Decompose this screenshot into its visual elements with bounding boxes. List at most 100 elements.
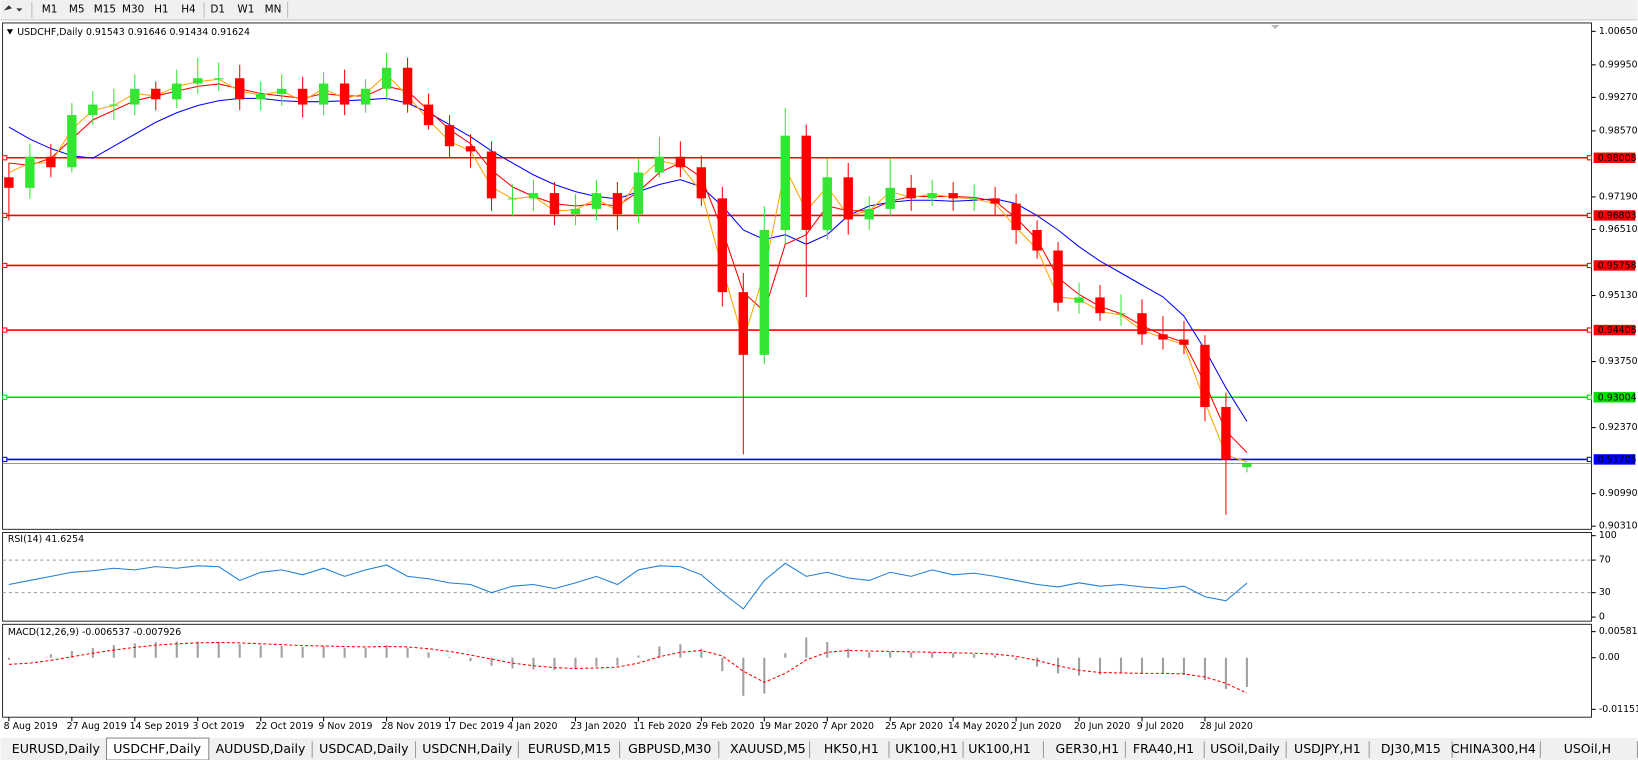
- tab[interactable]: XAUUSD,M5: [730, 741, 806, 756]
- candle-body: [88, 104, 98, 116]
- tab[interactable]: EURUSD,Daily: [12, 741, 101, 756]
- candle-body: [843, 177, 853, 220]
- x-tick-label: 9 Jul 2020: [1137, 721, 1184, 732]
- timeframe-button[interactable]: M15: [94, 3, 116, 15]
- macd-bar: [175, 641, 178, 658]
- candle-body: [675, 156, 686, 168]
- tab[interactable]: DJ30,M15: [1381, 741, 1441, 756]
- level-label: 0.96803: [1598, 210, 1637, 221]
- macd-panel: [2, 623, 1592, 718]
- tab[interactable]: USDCHF,Daily: [113, 741, 201, 756]
- level-handle[interactable]: [2, 262, 8, 269]
- candle-body: [1095, 297, 1105, 314]
- macd-bar: [826, 641, 829, 658]
- level-handle[interactable]: [2, 394, 8, 400]
- timeframe-button[interactable]: H1: [154, 3, 168, 15]
- x-tick-label: 14 Sep 2019: [130, 721, 189, 732]
- tab[interactable]: USDCNH,Daily: [422, 741, 512, 756]
- rsi-panel: [2, 532, 1592, 622]
- macd-bar: [1203, 657, 1206, 681]
- macd-bar: [973, 654, 976, 658]
- level-handle[interactable]: [2, 212, 8, 219]
- tab[interactable]: GER30,H1: [1055, 741, 1119, 756]
- macd-bar: [7, 657, 10, 660]
- candle-body: [381, 67, 392, 89]
- tab[interactable]: AUDUSD,Daily: [216, 741, 306, 756]
- timeframe-button[interactable]: M30: [122, 3, 144, 15]
- collapse-arrow[interactable]: [6, 29, 14, 35]
- y-tick-label: -0.011514: [1599, 704, 1638, 715]
- candle-body: [885, 187, 895, 209]
- candle-body: [360, 88, 371, 105]
- macd-bar: [385, 645, 388, 658]
- candle-body: [25, 156, 35, 188]
- toolbar-icon[interactable]: [3, 5, 23, 12]
- level-handle[interactable]: [1586, 212, 1593, 219]
- macd-bar: [1036, 657, 1039, 667]
- tab[interactable]: UK100,H1: [895, 741, 958, 756]
- tab[interactable]: CHINA300,H4: [1451, 741, 1536, 756]
- level-handle[interactable]: [1586, 155, 1593, 161]
- candle-body: [297, 88, 308, 105]
- macd-bar: [805, 637, 808, 658]
- y-tick-label: 0.97190: [1599, 191, 1638, 202]
- x-tick-label: 4 Jan 2020: [507, 721, 557, 732]
- y-tick-label: 0.90990: [1599, 488, 1638, 499]
- macd-bar: [889, 651, 892, 658]
- candle-body: [1221, 407, 1231, 460]
- timeframe-button[interactable]: M1: [42, 3, 58, 15]
- candle-body: [948, 193, 958, 199]
- level-handle[interactable]: [1586, 262, 1593, 269]
- x-tick-label: 25 Apr 2020: [885, 721, 943, 732]
- level-handle[interactable]: [1586, 456, 1593, 463]
- tab[interactable]: GBPUSD,M30: [628, 741, 711, 756]
- macd-bar: [1161, 657, 1165, 674]
- tab[interactable]: USOil,H: [1564, 741, 1611, 756]
- x-tick-label: 11 Feb 2020: [633, 721, 691, 732]
- tab[interactable]: USDCAD,Daily: [319, 741, 409, 756]
- x-tick-label: 27 Aug 2019: [67, 721, 127, 732]
- candle-body: [969, 198, 979, 200]
- y-tick-label: 0.005818: [1599, 626, 1638, 637]
- timeframe-button[interactable]: MN: [265, 3, 282, 15]
- x-tick-label: 3 Oct 2019: [193, 721, 245, 732]
- tab[interactable]: FRA40,H1: [1133, 741, 1194, 756]
- level-handle[interactable]: [1586, 394, 1593, 400]
- chart-title: USDCHF,Daily 0.91543 0.91646 0.91434 0.9…: [17, 27, 250, 38]
- x-tick-label: 20 Jun 2020: [1074, 721, 1130, 732]
- level-handle[interactable]: [2, 327, 8, 333]
- tab[interactable]: UK100,H1: [968, 741, 1031, 756]
- level-label: 0.93004: [1598, 392, 1637, 403]
- level-tag: [1593, 260, 1636, 271]
- macd-bar: [616, 657, 619, 666]
- tab[interactable]: USDJPY,H1: [1294, 741, 1361, 756]
- timeframe-button[interactable]: D1: [210, 3, 225, 15]
- macd-bar: [406, 647, 409, 658]
- x-tick-label: 28 Nov 2019: [381, 721, 441, 732]
- timeframe-button[interactable]: H4: [181, 3, 196, 15]
- macd-bar: [259, 645, 262, 658]
- macd-bar: [133, 643, 136, 658]
- timeframe-button[interactable]: W1: [237, 3, 254, 15]
- candle-body: [423, 104, 434, 126]
- macd-bar: [994, 655, 997, 658]
- tab[interactable]: EURUSD,M15: [528, 741, 611, 756]
- candle-body: [235, 78, 245, 100]
- candle-body: [46, 156, 56, 168]
- macd-bar: [238, 644, 241, 658]
- candle-body: [318, 83, 329, 105]
- candle-body: [549, 193, 560, 215]
- candle-body: [1032, 229, 1042, 251]
- candle-body: [528, 193, 539, 199]
- tab[interactable]: USOil,Daily: [1210, 741, 1280, 756]
- level-handle[interactable]: [2, 456, 8, 463]
- macd-bar: [847, 648, 850, 658]
- timeframe-button[interactable]: M5: [69, 3, 85, 15]
- tab[interactable]: HK50,H1: [824, 741, 879, 756]
- level-handle[interactable]: [2, 155, 8, 161]
- macd-bar: [469, 657, 472, 662]
- level-handle[interactable]: [1586, 327, 1593, 333]
- candle-body: [339, 83, 350, 105]
- y-tick-label: 0: [1599, 612, 1605, 623]
